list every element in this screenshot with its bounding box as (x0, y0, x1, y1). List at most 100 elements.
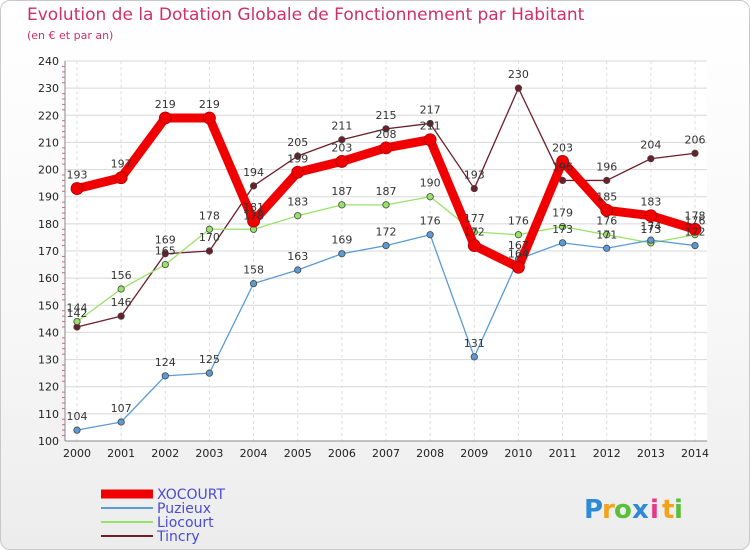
x-tick-label: 2013 (637, 447, 665, 460)
data-point (603, 231, 611, 239)
data-point (467, 239, 481, 252)
data-label: 164 (508, 247, 529, 260)
data-point (512, 260, 525, 274)
data-label: 165 (155, 245, 176, 258)
data-point (114, 171, 128, 185)
data-point (117, 312, 125, 320)
data-label: 167 (508, 239, 529, 252)
x-tick-label: 2008 (416, 447, 444, 460)
data-point (603, 244, 611, 252)
data-point (558, 239, 567, 247)
data-point (603, 176, 611, 185)
data-point (382, 201, 390, 209)
y-tick-label: 210 (38, 136, 59, 149)
data-label: 219 (199, 98, 220, 111)
data-label: 169 (331, 234, 352, 247)
data-point (161, 250, 169, 258)
data-point (426, 231, 434, 239)
data-label: 169 (155, 234, 176, 247)
x-tick-label: 2000 (63, 447, 91, 460)
data-label: 124 (155, 356, 176, 369)
data-point (470, 184, 478, 193)
brand-logo-letter: r (602, 495, 615, 525)
data-label: 199 (287, 152, 308, 165)
legend-label: Liocourt (157, 515, 214, 531)
x-tick-label: 2007 (372, 447, 400, 460)
chart-subtitle: (en € et par an) (27, 29, 114, 42)
data-label: 211 (331, 120, 352, 133)
data-point (73, 426, 81, 434)
brand-logo-letter: o (614, 495, 632, 525)
data-label: 208 (376, 128, 397, 141)
y-tick-label: 130 (38, 354, 59, 367)
data-point (70, 182, 84, 195)
data-point (338, 201, 346, 209)
x-tick-label: 2002 (151, 447, 179, 460)
data-label: 230 (508, 68, 529, 81)
data-point (691, 241, 699, 250)
data-point (205, 225, 214, 233)
data-label: 194 (243, 166, 264, 179)
data-point (158, 111, 172, 125)
data-label: 187 (331, 185, 352, 198)
x-tick-label: 2014 (681, 447, 709, 460)
data-point (379, 141, 393, 155)
data-point (247, 214, 260, 228)
y-tick-label: 100 (38, 435, 59, 448)
data-point (249, 279, 258, 288)
data-label: 171 (596, 228, 617, 241)
data-point (382, 241, 390, 250)
x-tick-label: 2001 (107, 447, 135, 460)
x-tick-label: 2006 (328, 447, 356, 460)
y-tick-label: 170 (38, 245, 59, 258)
data-label: 205 (287, 136, 308, 149)
data-point (647, 236, 655, 244)
data-label: 104 (67, 410, 88, 423)
data-point (426, 119, 434, 128)
data-label: 158 (243, 264, 264, 277)
data-label: 217 (420, 103, 441, 116)
data-point (426, 193, 434, 201)
data-point (600, 203, 614, 217)
legend-label: Tincry (156, 529, 200, 545)
data-point (205, 247, 214, 255)
data-label: 204 (640, 139, 661, 152)
y-tick-label: 240 (38, 55, 59, 68)
x-tick-label: 2003 (195, 447, 223, 460)
data-point (335, 155, 349, 168)
data-label: 185 (596, 190, 617, 203)
data-label: 176 (420, 215, 441, 228)
data-label: 172 (376, 226, 397, 239)
data-label: 176 (508, 215, 529, 228)
data-label: 203 (552, 141, 573, 154)
data-point (294, 152, 302, 160)
x-tick-label: 2005 (284, 447, 312, 460)
data-label: 181 (243, 201, 264, 214)
data-point (558, 222, 567, 231)
x-tick-label: 2009 (460, 447, 488, 460)
data-label: 187 (376, 185, 397, 198)
data-point (514, 231, 523, 239)
data-label: 176 (596, 215, 617, 228)
data-label: 183 (287, 196, 308, 209)
chart-title: Evolution de la Dotation Globale de Fonc… (27, 5, 585, 25)
data-point (205, 369, 214, 377)
data-label: 125 (199, 353, 220, 366)
data-point (291, 165, 305, 179)
data-label: 178 (685, 209, 706, 222)
brand-logo-letter: i (674, 495, 683, 525)
data-label: 196 (596, 160, 617, 173)
data-point (644, 209, 658, 223)
x-tick-label: 2011 (549, 447, 577, 460)
data-point (294, 212, 302, 220)
data-point (691, 149, 699, 157)
data-point (338, 250, 346, 258)
data-label: 183 (640, 196, 661, 209)
data-point (73, 317, 81, 326)
data-point (688, 222, 702, 236)
brand-logo-letter: t (662, 495, 674, 525)
y-tick-label: 200 (38, 164, 59, 177)
data-point (556, 155, 569, 168)
data-point (382, 125, 390, 133)
y-tick-label: 180 (38, 218, 59, 231)
